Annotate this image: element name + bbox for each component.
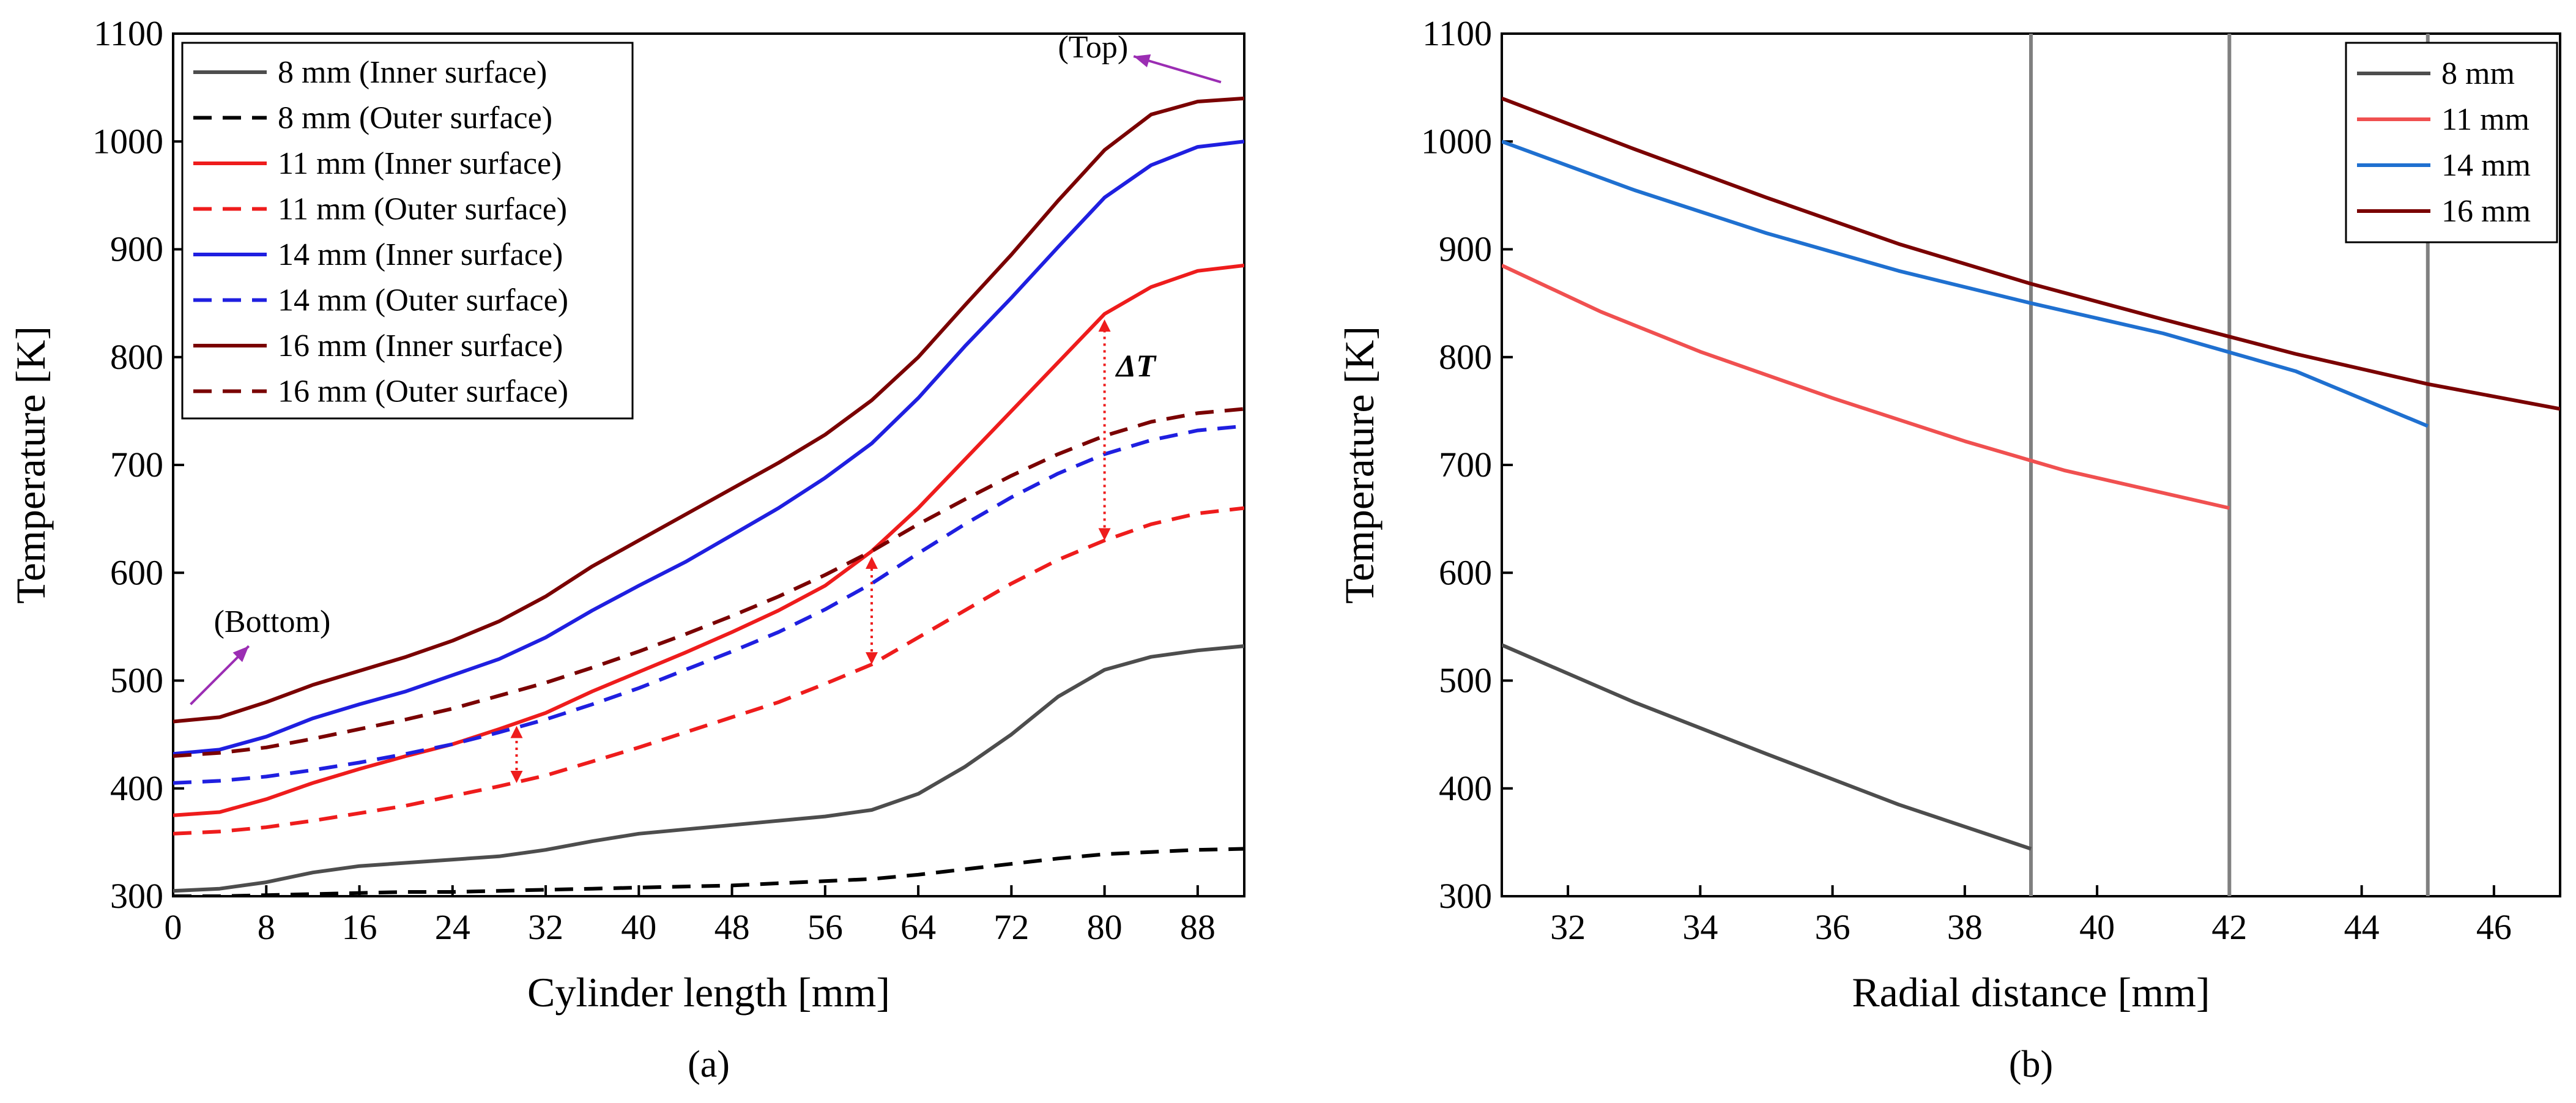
legend-label-8-mm-inner-surface: 8 mm (Inner surface) xyxy=(278,55,547,90)
y-axis-title: Temperature [K] xyxy=(1336,326,1383,604)
x-tick-label: 16 xyxy=(342,907,377,947)
chart-panel-b: 300 400 500 600 700 800 900 1000 1100 32 34 36 38 40 4… xyxy=(1336,13,2561,1016)
x-tick-label: 64 xyxy=(900,907,936,947)
y-tick-label: 400 xyxy=(1439,768,1492,808)
y-tick-label: 1000 xyxy=(1421,121,1492,161)
y-tick-label: 400 xyxy=(110,768,163,808)
series-line-8-mm-inner-surface xyxy=(173,644,1244,893)
legend-label-11-mm-outer-surface: 11 mm (Outer surface) xyxy=(278,192,567,227)
series-line-11-mm xyxy=(1502,264,2230,510)
legend-label-16-mm-outer-surface: 16 mm (Outer surface) xyxy=(278,374,568,409)
y-axis-title: Temperature [K] xyxy=(7,326,54,604)
legend-box xyxy=(181,42,634,420)
top-arrow-head xyxy=(1134,54,1151,67)
series-line-8-mm-outer-surface xyxy=(173,847,1244,896)
legend-label-14-mm-inner-surface: 14 mm (Inner surface) xyxy=(278,237,563,272)
plot-area xyxy=(173,54,1244,896)
series-line-11-mm-inner-surface xyxy=(173,263,1244,817)
y-tick-label: 600 xyxy=(110,552,163,592)
annotation-top: (Top) xyxy=(1058,30,1128,65)
x-tick-label: 32 xyxy=(528,907,563,947)
y-tick-label: 700 xyxy=(1439,445,1492,485)
bottom-arrow-head xyxy=(232,646,249,663)
x-tick-label: 80 xyxy=(1087,907,1123,947)
series-line-11-mm-outer-surface xyxy=(173,506,1244,836)
annotation-bottom: (Bottom) xyxy=(214,604,331,639)
annotation-delta-t: ΔT xyxy=(1115,349,1157,384)
x-tick-label: 48 xyxy=(715,907,750,947)
y-tick-label: 1100 xyxy=(1422,13,1492,53)
x-axis-title: Radial distance [mm] xyxy=(1852,969,2210,1016)
y-tick-label: 500 xyxy=(1439,661,1492,700)
y-tick-label: 700 xyxy=(110,445,163,485)
y-tick-label: 900 xyxy=(110,229,163,269)
x-axis-title: Cylinder length [mm] xyxy=(527,969,890,1016)
x-tick-label: 24 xyxy=(435,907,470,947)
delta-t-arrowhead xyxy=(510,770,523,783)
y-tick-label: 500 xyxy=(110,661,163,700)
legend-label-16-mm: 16 mm xyxy=(2441,194,2531,229)
x-tick-label: 72 xyxy=(993,907,1029,947)
delta-t-arrowhead xyxy=(865,556,878,569)
legend: 8 mm 11 mm 14 mm 16 mm xyxy=(2345,42,2558,243)
delta-t-arrowhead xyxy=(1098,319,1111,332)
x-tick-label: 40 xyxy=(2079,907,2115,947)
series-line-16-mm xyxy=(1502,96,2560,411)
x-tick-label: 38 xyxy=(1947,907,1983,947)
x-tick-label: 34 xyxy=(1682,907,1718,947)
x-tick-label: 46 xyxy=(2476,907,2512,947)
x-tick-label: 88 xyxy=(1180,907,1216,947)
delta-t-arrowhead xyxy=(1098,528,1111,541)
caption-a: (a) xyxy=(688,1044,730,1085)
legend-label-14-mm: 14 mm xyxy=(2441,148,2531,183)
legend-label-11-mm-inner-surface: 11 mm (Inner surface) xyxy=(278,146,562,181)
legend-box xyxy=(2345,42,2558,243)
plot-area xyxy=(1502,34,2560,896)
x-tick-label: 56 xyxy=(807,907,843,947)
series-line-14-mm-inner-surface xyxy=(173,139,1244,756)
legend-label-11-mm: 11 mm xyxy=(2441,102,2530,137)
y-tick-label: 1100 xyxy=(94,13,163,53)
series-line-8-mm xyxy=(1502,643,2032,851)
y-tick-label: 300 xyxy=(1439,876,1492,916)
x-tick-label: 40 xyxy=(621,907,656,947)
x-tick-label: 42 xyxy=(2211,907,2247,947)
legend: 8 mm (Inner surface) 8 mm (Outer surface)… xyxy=(181,42,634,420)
legend-label-8-mm: 8 mm xyxy=(2441,56,2515,91)
x-tick-label: 44 xyxy=(2344,907,2380,947)
y-tick-label: 300 xyxy=(110,876,163,916)
delta-t-arrowhead xyxy=(865,652,878,665)
x-tick-label: 0 xyxy=(165,907,182,947)
y-tick-label: 600 xyxy=(1439,552,1492,592)
series-line-14-mm-outer-surface xyxy=(173,424,1244,785)
legend-label-16-mm-inner-surface: 16 mm (Inner surface) xyxy=(278,329,563,363)
y-tick-label: 800 xyxy=(1439,337,1492,377)
series-line-16-mm-inner-surface xyxy=(173,96,1244,724)
x-tick-label: 8 xyxy=(258,907,275,947)
y-tick-label: 1000 xyxy=(92,121,163,161)
y-tick-label: 800 xyxy=(110,337,163,377)
caption-b: (b) xyxy=(2009,1044,2053,1085)
delta-t-arrowhead xyxy=(510,726,523,738)
x-tick-label: 36 xyxy=(1815,907,1850,947)
series-line-16-mm-outer-surface xyxy=(173,407,1244,758)
legend-label-14-mm-outer-surface: 14 mm (Outer surface) xyxy=(278,283,568,318)
legend-label-8-mm-outer-surface: 8 mm (Outer surface) xyxy=(278,101,552,136)
series-line-14-mm xyxy=(1502,139,2429,428)
y-tick-label: 900 xyxy=(1439,229,1492,269)
chart-panel-a: 300 400 500 600 700 800 900 1000 1100 0 8 16 24 32 40 4… xyxy=(7,13,1245,1016)
x-tick-label: 32 xyxy=(1550,907,1586,947)
